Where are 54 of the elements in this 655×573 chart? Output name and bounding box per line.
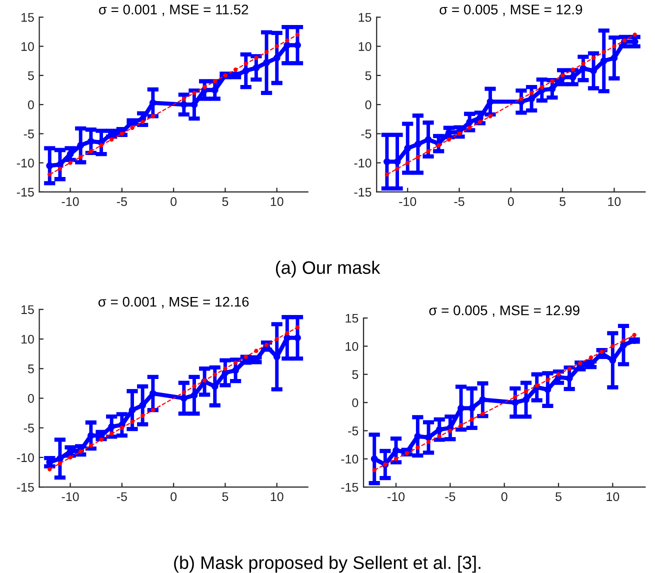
y-tick-label: 5 — [365, 71, 372, 80]
x-tick-label: 10 — [608, 197, 621, 206]
y-tick-label: -10 — [341, 454, 358, 464]
text: (a) Our mask — [276, 260, 380, 278]
y-tick-label: -5 — [24, 130, 34, 138]
x-tick-label: 5 — [222, 197, 228, 206]
y-tick-label: 0 — [28, 394, 34, 403]
y-tick-label: -10 — [354, 158, 372, 168]
x-tick-label: -5 — [445, 492, 456, 502]
y-tick-label: 10 — [346, 342, 358, 351]
y-tick-label: 5 — [352, 370, 358, 380]
y-tick-label: -15 — [354, 188, 372, 197]
y-tick-label: 0 — [352, 398, 358, 408]
y-tick-label: 15 — [346, 314, 358, 323]
y-tick-label: -5 — [361, 130, 372, 138]
chart-title: σ = 0.005 , MSE = 12.9 — [440, 4, 582, 16]
y-tick-label: 0 — [365, 100, 372, 110]
y-tick-label: -15 — [16, 482, 34, 492]
x-tick-label: -10 — [62, 197, 79, 206]
y-tick-label: 15 — [358, 13, 372, 22]
y-tick-label: -15 — [341, 482, 358, 492]
y-tick-label: 10 — [21, 334, 34, 344]
x-tick-label: 0 — [508, 197, 514, 206]
chart-title: σ = 0.001 , MSE = 12.16 — [98, 296, 249, 308]
y-tick-label: -5 — [348, 426, 358, 436]
y-tick-label: -5 — [24, 424, 34, 432]
x-tick-label: 5 — [560, 197, 566, 206]
y-tick-label: 10 — [358, 42, 372, 51]
y-tick-label: 10 — [21, 42, 34, 51]
y-tick-label: 0 — [28, 100, 34, 110]
chart-title: σ = 0.005 , MSE = 12.99 — [429, 305, 580, 317]
y-tick-label: 5 — [28, 71, 34, 80]
y-tick-label: -10 — [16, 158, 34, 168]
x-tick-label: -10 — [399, 197, 416, 206]
x-tick-label: 5 — [222, 492, 228, 502]
y-tick-label: -15 — [16, 188, 34, 197]
y-tick-label: 5 — [28, 364, 34, 374]
x-tick-label: -10 — [388, 492, 405, 502]
x-tick-label: 10 — [606, 492, 620, 502]
x-tick-label: -5 — [116, 492, 127, 502]
x-tick-label: 10 — [270, 492, 284, 502]
x-tick-label: -5 — [116, 197, 127, 206]
x-tick-label: 0 — [170, 197, 177, 206]
x-tick-label: -10 — [62, 492, 79, 502]
y-tick-label: 15 — [21, 13, 34, 22]
x-tick-label: 0 — [170, 492, 177, 502]
y-tick-label: -10 — [16, 453, 34, 462]
x-tick-label: 0 — [501, 492, 508, 502]
text: (b) Mask proposed by Sellent et al. [3]. — [174, 556, 480, 573]
chart-title: σ = 0.001 , MSE = 11.52 — [98, 4, 248, 16]
x-tick-label: 5 — [556, 492, 562, 502]
x-tick-label: -5 — [454, 197, 464, 206]
x-tick-label: 10 — [270, 197, 284, 206]
y-tick-label: 15 — [21, 305, 34, 314]
